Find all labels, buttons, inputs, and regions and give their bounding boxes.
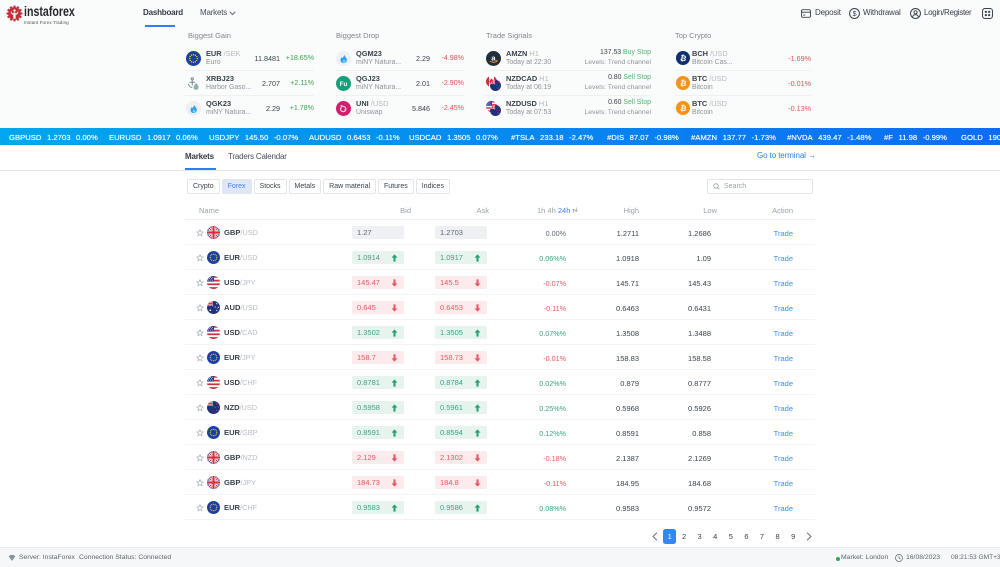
svg-text:Fu: Fu — [340, 81, 348, 88]
svg-text:a: a — [491, 53, 496, 62]
svg-text:₿: ₿ — [679, 53, 687, 63]
svg-text:₿: ₿ — [679, 103, 687, 113]
svg-text:$: $ — [853, 11, 857, 18]
svg-text:₿: ₿ — [679, 78, 687, 88]
